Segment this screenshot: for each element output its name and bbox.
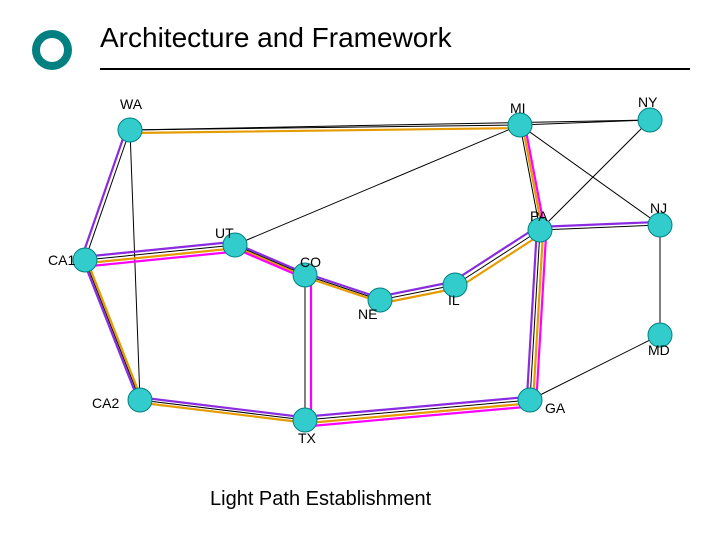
- edge-IL-PA: [455, 230, 540, 285]
- node-CA2: [128, 388, 152, 412]
- node-label-UT: UT: [215, 225, 234, 241]
- node-label-MI: MI: [510, 100, 526, 116]
- network-diagram: [0, 0, 720, 540]
- node-NJ: [648, 213, 672, 237]
- node-label-WA: WA: [120, 96, 142, 112]
- node-label-TX: TX: [298, 430, 316, 446]
- edge-WA-CA1: [85, 130, 130, 260]
- node-label-CA1: CA1: [48, 252, 75, 268]
- edge-UT-MI: [235, 125, 520, 245]
- node-label-MD: MD: [648, 342, 670, 358]
- edge-GA-MD: [530, 335, 660, 400]
- node-label-CO: CO: [300, 254, 321, 270]
- node-WA: [118, 118, 142, 142]
- edge-CA2-TX: [140, 400, 305, 420]
- node-label-GA: GA: [545, 400, 565, 416]
- node-TX: [293, 408, 317, 432]
- node-label-IL: IL: [448, 292, 460, 308]
- edge-PA-NY: [540, 120, 650, 230]
- node-label-NY: NY: [638, 94, 657, 110]
- node-MI: [508, 113, 532, 137]
- node-NY: [638, 108, 662, 132]
- node-GA: [518, 388, 542, 412]
- diagram-caption: Light Path Establishment: [210, 488, 431, 511]
- edge-CA1-UT: [85, 245, 235, 260]
- node-CA1: [73, 248, 97, 272]
- lightpath-B-2: [82, 127, 657, 297]
- node-label-NJ: NJ: [650, 200, 667, 216]
- edge-CA1-CA2: [85, 260, 140, 400]
- node-label-PA: PA: [530, 208, 548, 224]
- edge-WA-CA2: [130, 130, 140, 400]
- node-label-NE: NE: [358, 306, 377, 322]
- node-label-CA2: CA2: [92, 395, 119, 411]
- edge-WA-NY: [130, 120, 650, 130]
